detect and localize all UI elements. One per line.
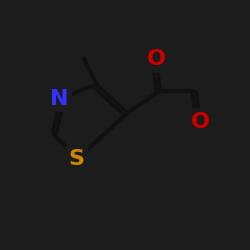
Text: O: O bbox=[147, 50, 166, 70]
Text: O: O bbox=[190, 112, 210, 132]
Text: N: N bbox=[50, 89, 69, 109]
Text: S: S bbox=[69, 149, 85, 169]
